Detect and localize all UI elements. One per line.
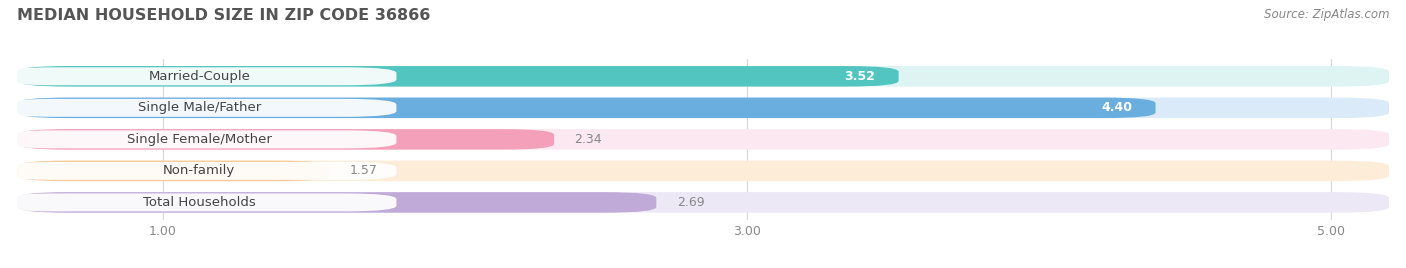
Text: Non-family: Non-family [163, 164, 235, 177]
Text: Single Male/Father: Single Male/Father [138, 101, 262, 114]
Text: Married-Couple: Married-Couple [149, 70, 250, 83]
FancyBboxPatch shape [17, 161, 329, 181]
FancyBboxPatch shape [17, 192, 1389, 213]
FancyBboxPatch shape [17, 129, 554, 150]
FancyBboxPatch shape [3, 193, 396, 211]
FancyBboxPatch shape [3, 99, 396, 117]
Text: 4.40: 4.40 [1101, 101, 1132, 114]
Text: Total Households: Total Households [143, 196, 256, 209]
Text: 1.57: 1.57 [350, 164, 378, 177]
FancyBboxPatch shape [17, 66, 898, 87]
FancyBboxPatch shape [17, 98, 1156, 118]
Text: Source: ZipAtlas.com: Source: ZipAtlas.com [1264, 8, 1389, 21]
FancyBboxPatch shape [3, 162, 396, 180]
Text: MEDIAN HOUSEHOLD SIZE IN ZIP CODE 36866: MEDIAN HOUSEHOLD SIZE IN ZIP CODE 36866 [17, 8, 430, 23]
Text: 2.69: 2.69 [676, 196, 704, 209]
FancyBboxPatch shape [17, 192, 657, 213]
FancyBboxPatch shape [17, 98, 1389, 118]
FancyBboxPatch shape [3, 130, 396, 148]
FancyBboxPatch shape [17, 129, 1389, 150]
Text: Single Female/Mother: Single Female/Mother [127, 133, 271, 146]
Text: 3.52: 3.52 [845, 70, 876, 83]
Text: 2.34: 2.34 [575, 133, 602, 146]
FancyBboxPatch shape [17, 66, 1389, 87]
FancyBboxPatch shape [3, 67, 396, 85]
FancyBboxPatch shape [17, 161, 1389, 181]
